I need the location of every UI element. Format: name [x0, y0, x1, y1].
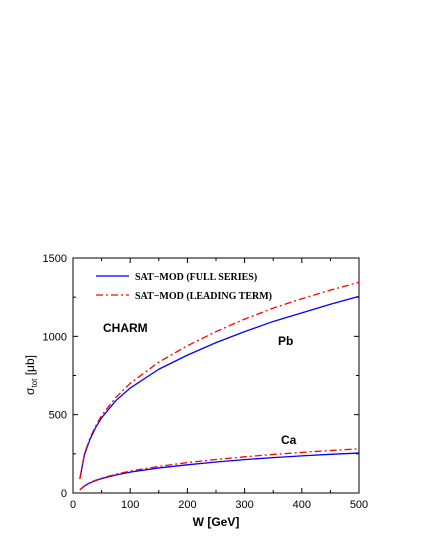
x-tick-label: 300 [235, 499, 253, 511]
legend: SAT−MOD (FULL SERIES) SAT−MOD (LEADING TE… [96, 272, 272, 302]
y-axis-title-sub: tot [30, 378, 39, 388]
annotation-pb: Pb [278, 334, 293, 348]
series-line-pb-full-series [79, 295, 360, 480]
axis-ticks: 0 100 200 300 400 500 0 500 1000 1500 [43, 253, 369, 511]
x-tick-label: 100 [121, 499, 139, 511]
series-line-pb-leading-term [79, 281, 360, 480]
x-tick-label: 0 [70, 499, 76, 511]
x-tick-label: 400 [293, 499, 311, 511]
y-tick-label: 1000 [43, 331, 67, 343]
legend-label: SAT−MOD (FULL SERIES) [135, 272, 257, 283]
x-tick-label: 500 [350, 499, 368, 511]
legend-label: SAT−MOD (LEADING TERM) [135, 291, 272, 302]
x-tick-label: 200 [178, 499, 196, 511]
y-axis-title-main: σ [23, 387, 37, 395]
y-axis-title-unit: [μb] [23, 355, 37, 379]
y-axis-title: σtot [μb] [23, 355, 39, 395]
series-line-ca-full-series [79, 452, 360, 491]
y-tick-label: 1500 [43, 253, 67, 265]
y-tick-label: 500 [49, 410, 67, 422]
y-tick-label: 0 [61, 488, 67, 500]
annotation-charm: CHARM [103, 321, 148, 335]
x-axis-title: W [GeV] [193, 515, 240, 529]
series-group [79, 281, 360, 491]
annotation-ca: Ca [281, 433, 297, 447]
